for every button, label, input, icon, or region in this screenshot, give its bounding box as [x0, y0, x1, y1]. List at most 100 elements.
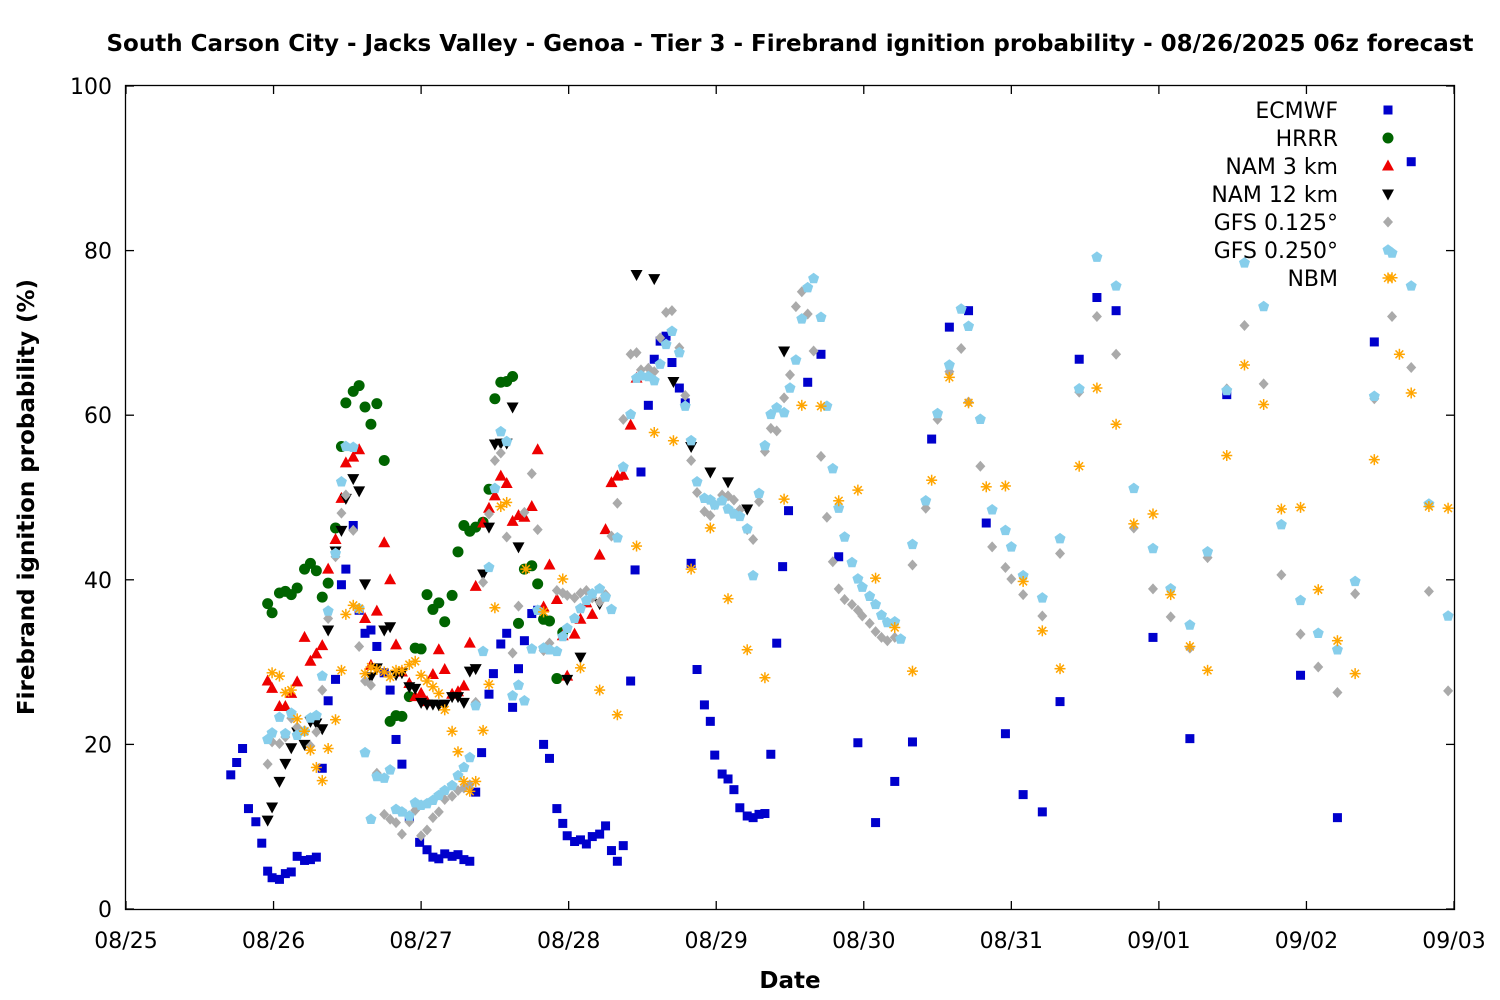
data-point	[311, 852, 321, 862]
data-point	[1443, 685, 1454, 697]
data-point	[808, 345, 819, 357]
data-point	[1202, 546, 1214, 557]
data-point	[291, 582, 303, 594]
data-point	[685, 563, 697, 575]
data-point	[544, 753, 554, 763]
data-point	[570, 837, 580, 847]
data-point	[760, 809, 770, 819]
data-point	[415, 837, 425, 847]
data-point	[1349, 668, 1361, 680]
data-point	[483, 561, 495, 573]
series-nbm	[266, 272, 1454, 797]
data-point	[464, 785, 476, 797]
data-point	[704, 467, 717, 479]
legend-label: NAM 3 km	[1225, 155, 1338, 180]
data-point	[378, 772, 390, 783]
data-point	[611, 532, 623, 543]
data-point	[1296, 670, 1306, 680]
data-point	[827, 556, 838, 568]
data-point	[779, 392, 790, 404]
data-point	[870, 598, 882, 610]
data-point	[723, 774, 733, 784]
data-point	[317, 763, 327, 773]
data-point	[506, 402, 519, 414]
data-point	[1006, 573, 1017, 585]
data-point	[1258, 378, 1269, 390]
data-point	[963, 320, 975, 332]
data-point	[1037, 610, 1048, 622]
y-axis-label: Firebrand ignition probability (%)	[14, 279, 40, 715]
data-point	[944, 322, 954, 332]
data-point	[397, 759, 407, 769]
data-point	[422, 824, 433, 836]
data-point	[263, 866, 273, 876]
data-point	[433, 597, 445, 609]
legend-item: NAM 12 km	[1211, 183, 1394, 208]
data-point	[986, 504, 998, 515]
data-point	[784, 382, 796, 393]
data-point	[378, 454, 390, 466]
data-point	[587, 832, 597, 842]
data-point	[495, 447, 506, 459]
data-point	[741, 644, 753, 656]
data-point	[409, 655, 421, 667]
data-point	[526, 468, 537, 480]
data-point	[852, 484, 864, 496]
data-point	[618, 841, 628, 851]
data-point	[778, 346, 791, 358]
data-point	[359, 579, 372, 591]
data-point	[316, 724, 329, 736]
data-point	[489, 602, 501, 614]
data-point	[784, 506, 794, 516]
data-point	[465, 856, 475, 866]
data-point	[335, 525, 348, 537]
data-point	[262, 758, 273, 770]
data-point	[625, 408, 637, 420]
data-point	[889, 622, 901, 634]
data-point	[310, 647, 323, 659]
data-point	[502, 628, 512, 638]
data-point	[586, 587, 598, 599]
data-point	[699, 505, 710, 517]
data-point	[366, 625, 376, 635]
data-point	[833, 495, 845, 507]
data-point	[494, 469, 507, 481]
data-point	[371, 398, 383, 410]
data-point	[520, 563, 532, 575]
data-point	[1165, 611, 1176, 623]
data-point	[1258, 300, 1270, 312]
legend-marker	[1382, 132, 1394, 144]
data-point	[551, 645, 563, 657]
data-point	[741, 504, 754, 516]
data-point	[1393, 348, 1405, 360]
y-tick-label: 0	[98, 898, 112, 923]
y-tick-label: 20	[84, 733, 112, 758]
data-point	[274, 738, 285, 750]
data-point	[285, 684, 297, 696]
data-point	[285, 743, 298, 755]
series-nam-3-km	[261, 371, 643, 712]
legend-item: HRRR	[1276, 127, 1394, 152]
data-point	[379, 808, 390, 820]
data-point	[557, 630, 569, 642]
data-point	[477, 645, 489, 657]
data-point	[439, 784, 451, 796]
data-point	[261, 815, 274, 827]
data-point	[785, 369, 795, 381]
data-point	[469, 579, 482, 591]
data-point	[717, 769, 727, 779]
data-point	[943, 359, 955, 370]
data-point	[512, 617, 524, 629]
data-point	[692, 665, 702, 675]
data-point	[507, 371, 519, 383]
legend-label: GFS 0.250°	[1214, 239, 1338, 264]
data-point	[531, 443, 544, 455]
data-point	[422, 845, 432, 855]
data-point	[365, 679, 376, 691]
data-point	[895, 633, 907, 644]
data-point	[525, 500, 538, 512]
data-point	[1368, 454, 1380, 466]
data-point	[748, 533, 759, 545]
data-point	[512, 679, 525, 690]
data-point	[660, 338, 672, 350]
